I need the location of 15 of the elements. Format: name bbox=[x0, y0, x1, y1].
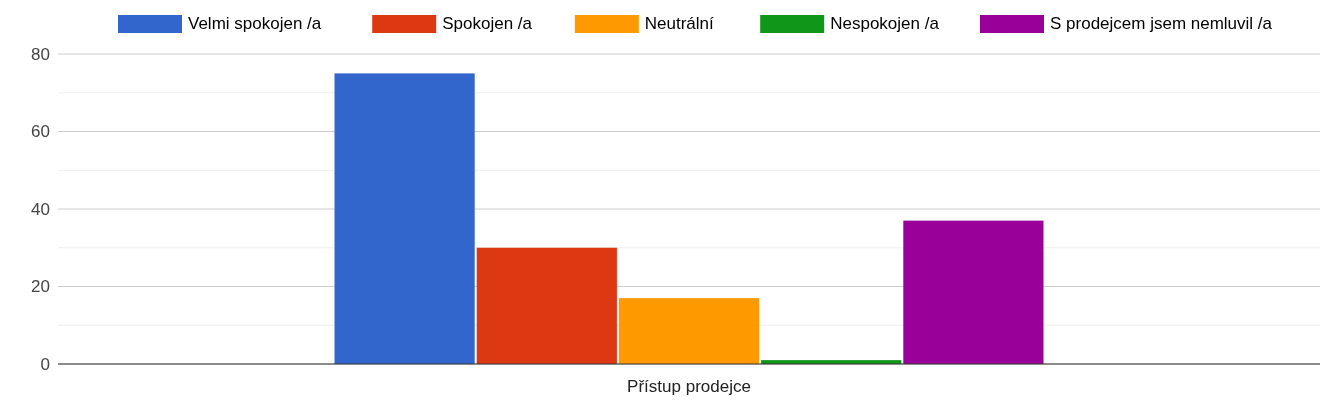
legend-label: Nespokojen /a bbox=[830, 14, 940, 33]
legend-label: S prodejcem jsem nemluvil /a bbox=[1050, 14, 1273, 33]
legend-label: Neutrální bbox=[644, 14, 715, 33]
y-tick-label: 40 bbox=[31, 199, 50, 219]
bar bbox=[476, 247, 617, 364]
x-tick-label: Přístup prodejce bbox=[627, 377, 751, 396]
y-tick-label: 80 bbox=[31, 44, 50, 64]
legend-label: Velmi spokojen /a bbox=[188, 14, 322, 33]
bar bbox=[618, 298, 760, 364]
bar bbox=[334, 73, 475, 364]
y-tick-label: 0 bbox=[40, 354, 50, 374]
legend-label: Spokojen /a bbox=[442, 14, 533, 33]
bar bbox=[903, 220, 1044, 364]
y-tick-label: 20 bbox=[31, 277, 50, 297]
y-tick-label: 60 bbox=[31, 122, 50, 142]
